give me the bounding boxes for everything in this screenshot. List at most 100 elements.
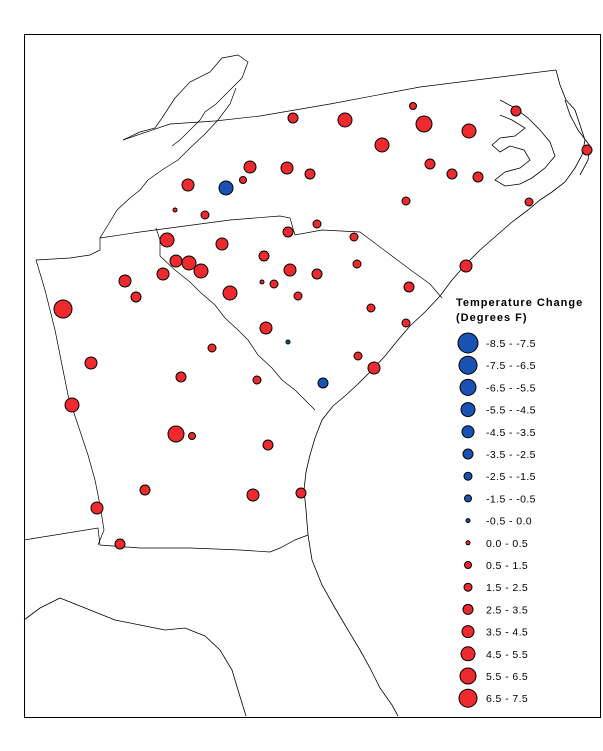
map-frame	[24, 34, 601, 718]
legend-label: -2.5 - -1.5	[486, 471, 536, 483]
station-warming-marker	[403, 281, 415, 293]
legend: Temperature Change (Degrees F) -8.5 - -7…	[456, 297, 583, 708]
legend-swatch	[464, 494, 472, 503]
station-warming-marker	[239, 176, 247, 184]
legend-swatch	[462, 448, 474, 460]
station-markers	[53, 102, 593, 550]
legend-swatch	[459, 378, 477, 396]
station-warming-marker	[200, 210, 210, 220]
legend-swatch	[461, 425, 475, 439]
station-warming-marker	[243, 160, 257, 174]
station-warming-marker	[246, 488, 260, 502]
northcarolina-southcarolina-border	[99, 215, 443, 299]
station-warming-marker	[193, 263, 209, 279]
station-warming-marker	[259, 279, 265, 285]
station-warming-marker	[90, 501, 104, 515]
legend-swatch	[465, 518, 471, 524]
nc-sound-shoreline	[491, 99, 556, 187]
station-warming-marker	[293, 291, 303, 301]
station-warming-marker	[459, 259, 473, 273]
atlantic-coastline	[303, 69, 586, 717]
station-warming-marker	[114, 538, 126, 550]
station-warming-marker	[472, 171, 484, 183]
station-warming-marker	[215, 237, 229, 251]
legend-title-line2: (Degrees F)	[456, 312, 528, 324]
legend-swatch	[461, 625, 475, 639]
station-cooling-marker	[317, 377, 329, 389]
station-warming-marker	[282, 226, 294, 238]
station-warming-marker	[139, 484, 151, 496]
station-warming-marker	[258, 250, 270, 262]
georgia-florida-border	[23, 527, 309, 553]
legend-label: -4.5 - -3.5	[486, 427, 536, 439]
station-warming-marker	[446, 168, 458, 180]
state-borders	[23, 54, 557, 553]
station-warming-marker	[401, 196, 411, 206]
legend-label: 2.5 - 3.5	[486, 604, 528, 616]
georgia-alabama-border	[35, 259, 105, 546]
legend-swatch	[460, 646, 476, 662]
station-warming-marker	[524, 197, 534, 207]
tennessee-northcarolina-border	[35, 87, 237, 261]
station-warming-marker	[53, 299, 73, 319]
legend-label: 0.0 - 0.5	[486, 538, 528, 550]
station-warming-marker	[252, 375, 262, 385]
station-warming-marker	[188, 432, 196, 440]
legend-label: 3.5 - 4.5	[486, 627, 528, 639]
station-warming-marker	[424, 158, 436, 170]
station-warming-marker	[401, 318, 411, 328]
station-warming-marker	[337, 112, 353, 128]
legend-swatch	[464, 561, 472, 569]
station-warming-marker	[287, 112, 299, 124]
north-carolina-west-border	[122, 54, 249, 147]
station-warming-marker	[352, 259, 362, 269]
station-warming-marker	[311, 268, 323, 280]
station-warming-marker	[222, 285, 238, 301]
station-warming-marker	[159, 232, 175, 248]
station-warming-marker	[366, 303, 376, 313]
station-warming-marker	[283, 263, 297, 277]
station-warming-marker	[461, 123, 477, 139]
gulf-coastline	[59, 597, 247, 717]
station-warming-marker	[181, 178, 195, 192]
station-warming-marker	[156, 267, 170, 281]
florida-panhandle-coast	[23, 597, 61, 621]
legend-swatch	[459, 667, 477, 685]
legend-title-line1: Temperature Change	[456, 297, 583, 309]
legend-label: -5.5 - -4.5	[486, 405, 536, 417]
legend-swatch	[457, 332, 479, 354]
georgia-southcarolina-border	[155, 227, 316, 411]
station-warming-marker	[262, 439, 274, 451]
station-warming-marker	[64, 397, 80, 413]
station-warming-marker	[367, 361, 381, 375]
station-warming-marker	[167, 425, 185, 443]
station-warming-marker	[118, 274, 132, 288]
coastlines	[23, 69, 591, 717]
legend-label: -8.5 - -7.5	[486, 338, 536, 350]
station-warming-marker	[175, 371, 187, 383]
station-cooling-marker	[218, 180, 234, 196]
station-warming-marker	[259, 321, 273, 335]
legend-label: 4.5 - 5.5	[486, 649, 528, 661]
station-warming-marker	[409, 102, 417, 110]
outer-banks	[564, 99, 591, 176]
legend-label: -3.5 - -2.5	[486, 449, 536, 461]
legend-label: -7.5 - -6.5	[486, 360, 536, 372]
legend-label: -1.5 - -0.5	[486, 493, 536, 505]
station-warming-marker	[280, 161, 294, 175]
station-warming-marker	[181, 255, 197, 271]
station-warming-marker	[415, 115, 433, 133]
legend-swatch	[462, 603, 474, 615]
legend-label: 6.5 - 7.5	[486, 693, 528, 705]
station-warming-marker	[304, 168, 316, 180]
station-warming-marker	[374, 137, 390, 153]
station-warming-marker	[169, 254, 183, 268]
legend-swatch	[460, 402, 476, 418]
station-warming-marker	[349, 232, 359, 242]
legend-swatch	[458, 355, 478, 375]
legend-swatch	[463, 582, 473, 592]
legend-label: 0.5 - 1.5	[486, 560, 528, 572]
station-warming-marker	[581, 144, 593, 156]
station-warming-marker	[207, 343, 217, 353]
